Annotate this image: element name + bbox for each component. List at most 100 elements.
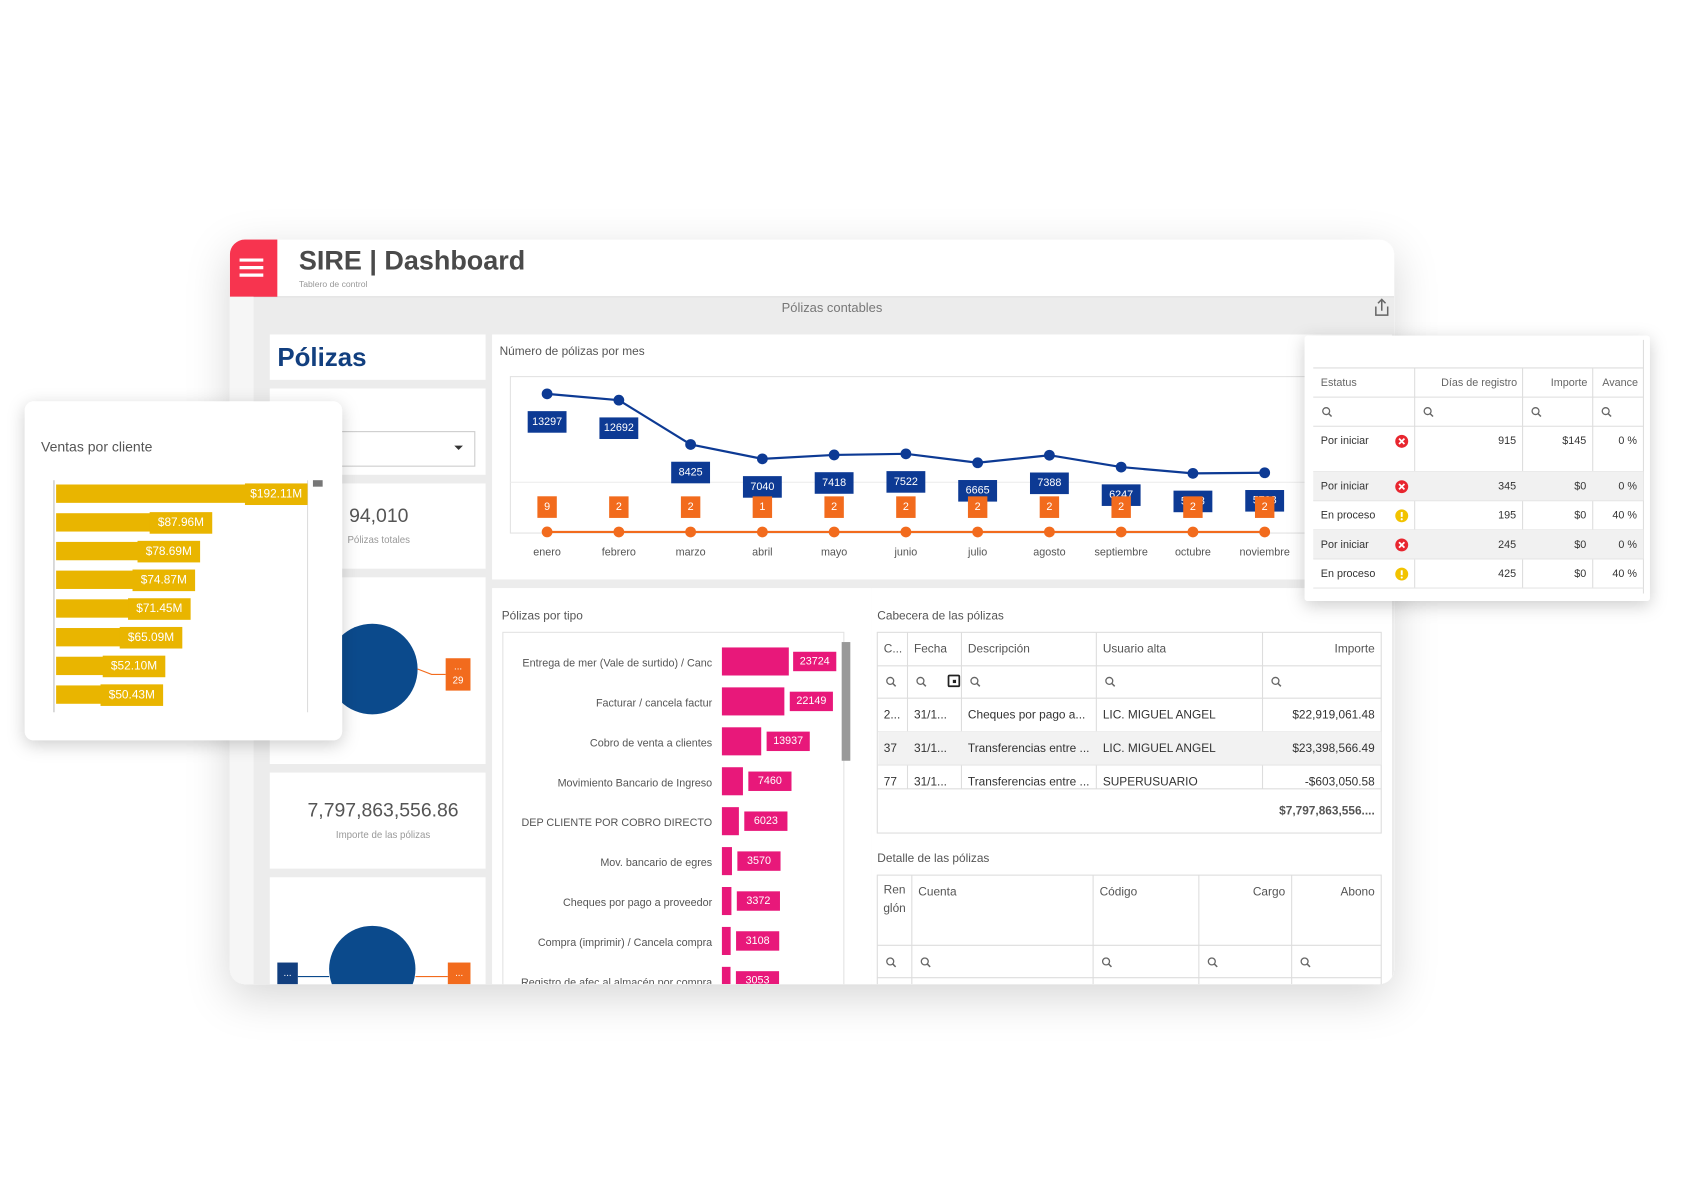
data-label: 6023 <box>754 815 778 827</box>
data-label-box <box>244 483 308 506</box>
chart-title: Número de pólizas por mes <box>500 344 645 358</box>
column-header: Renglón <box>883 883 906 916</box>
column-header: Días de registro <box>1441 377 1517 389</box>
chart-title: Pólizas por tipo <box>502 608 583 622</box>
search-icon <box>916 676 925 686</box>
data-label-box <box>100 684 164 706</box>
data-label-box <box>967 496 988 518</box>
cell: 40 % <box>1612 568 1637 580</box>
x-tick-label: mayo <box>821 546 847 558</box>
row-bg <box>1313 529 1644 559</box>
point <box>972 457 984 469</box>
bar <box>721 847 732 876</box>
card <box>269 334 486 380</box>
year-dropdown[interactable] <box>333 431 476 467</box>
search-icon <box>920 957 929 966</box>
search-icon <box>1423 407 1432 416</box>
data-label: 3372 <box>746 895 770 907</box>
data-label-box <box>671 461 711 484</box>
section-title: Pólizas <box>277 344 366 372</box>
point <box>756 453 768 465</box>
cell: 0 % <box>1618 539 1637 551</box>
search-icon <box>976 682 981 687</box>
cell: 195 <box>1498 510 1516 522</box>
callout-label: ... <box>455 968 463 979</box>
cell: LIC. MIGUEL ANGEL <box>1103 708 1216 722</box>
search-icon <box>922 682 927 687</box>
cell: Transferencias entre ... <box>968 741 1090 755</box>
search-icon <box>1306 963 1311 968</box>
data-label-box <box>737 851 781 871</box>
point <box>1259 467 1271 479</box>
share-button[interactable] <box>1375 298 1389 316</box>
data-label-box <box>744 811 788 831</box>
data-label: 7040 <box>750 481 774 493</box>
data-label-box <box>736 891 780 911</box>
data-label: 13297 <box>532 416 562 428</box>
point <box>756 526 768 538</box>
bar <box>721 966 731 985</box>
dropdown-arrow <box>454 445 463 450</box>
callout-box <box>445 658 471 691</box>
cell: 245 <box>1498 539 1516 551</box>
data-label: $74.87M <box>141 572 187 586</box>
data-label-box <box>527 411 567 433</box>
point <box>685 439 697 450</box>
cell: $0 <box>1574 568 1586 580</box>
category-label: Movimiento Bancario de Ingreso <box>558 777 713 789</box>
kpi-value: 94,010 <box>349 505 409 527</box>
data-label-box <box>789 691 833 712</box>
point <box>972 526 984 538</box>
data-label: 7522 <box>894 476 918 488</box>
data-label: 2 <box>688 501 694 513</box>
app-subtitle: Tablero de control <box>299 279 368 289</box>
chart-title: Ventas por cliente <box>41 439 153 455</box>
bar <box>56 484 308 503</box>
column-header: Descripción <box>968 642 1030 656</box>
data-label-box <box>1111 496 1131 518</box>
cell: $0 <box>1574 510 1586 522</box>
data-label: 2 <box>1118 501 1124 513</box>
point <box>828 449 840 461</box>
point <box>900 448 912 460</box>
point <box>1259 526 1271 538</box>
bar <box>721 807 739 836</box>
data-label: 2 <box>1190 501 1196 513</box>
cell: 31/1... <box>914 741 947 755</box>
app-title: SIRE | Dashboard <box>299 245 525 275</box>
x-tick-label: enero <box>533 546 561 558</box>
data-label-box <box>824 496 844 518</box>
cell: En proceso <box>1321 568 1376 580</box>
callout-box <box>447 962 471 985</box>
data-label: $50.43M <box>109 687 155 701</box>
bar <box>721 767 743 796</box>
point <box>1115 526 1127 538</box>
data-label-box <box>958 480 998 502</box>
category-label: Mov. bancario de egres <box>600 857 712 869</box>
kpi-value: 7,797,863,556.86 <box>308 800 459 822</box>
data-label-box <box>742 476 782 498</box>
cell: SUPERUSUARIO <box>1103 774 1198 788</box>
column-header: Importe <box>1335 642 1376 656</box>
data-label: $71.45M <box>136 601 182 615</box>
pie <box>326 623 418 715</box>
window: SIRE | Dashboard Tablero de control Póli… <box>229 239 1395 985</box>
data-label: $65.09M <box>128 630 174 644</box>
x-tick-label: marzo <box>676 546 706 558</box>
cell: 31/1... <box>914 708 947 722</box>
data-label: 2 <box>975 501 981 513</box>
detail-table: Renglón Cuenta Código Cargo Abono <box>876 874 1382 985</box>
data-label: 2 <box>831 501 837 513</box>
data-label: 8425 <box>679 466 703 478</box>
search-icon <box>1537 413 1542 418</box>
data-label-box <box>793 651 837 672</box>
search-icon <box>970 676 979 686</box>
data-label: 13937 <box>773 735 803 747</box>
menu-icon[interactable] <box>312 480 323 487</box>
card <box>269 772 486 869</box>
cell: 77 <box>884 774 897 788</box>
cell: $0 <box>1574 481 1586 493</box>
data-label-box <box>137 540 201 563</box>
scrollbar[interactable] <box>841 642 851 761</box>
header-bar <box>229 239 1395 297</box>
